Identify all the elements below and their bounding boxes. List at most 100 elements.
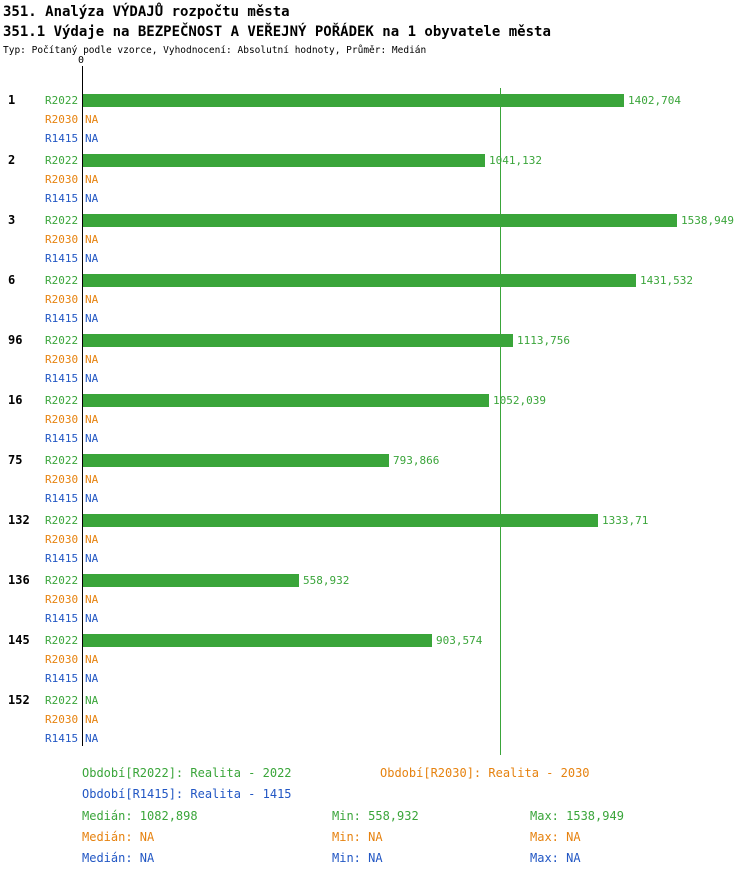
value-na-label: NA [85,672,99,685]
series-label-r1415: R1415 [45,732,79,745]
value-na-label: NA [85,293,99,306]
bar-r2022 [83,574,299,587]
value-na-label: NA [85,653,99,666]
group-label: 136 [8,573,30,587]
series-label-r2030: R2030 [45,353,79,366]
report-title: 351. Analýza VÝDAJŮ rozpočtu města [3,4,290,20]
value-na-label: NA [85,113,99,126]
report-subtitle: 351.1 Výdaje na BEZPEČNOST A VEŘEJNÝ POŘ… [3,24,551,40]
series-label-r2022: R2022 [45,214,79,227]
stat-r2022-min: Min: 558,932 [332,809,419,823]
value-na-label: NA [85,552,99,565]
series-label-r2030: R2030 [45,533,79,546]
series-label-r2022: R2022 [45,514,79,527]
series-label-r2022: R2022 [45,634,79,647]
value-na-label: NA [85,612,99,625]
bar-value-label: 1052,039 [493,394,546,407]
value-na-label: NA [85,233,99,246]
value-na-label: NA [85,432,99,445]
legend-r1415: Období[R1415]: Realita - 1415 [82,787,292,801]
bar-value-label: 1431,532 [640,274,693,287]
value-na-label: NA [85,192,99,205]
series-label-r2030: R2030 [45,713,79,726]
bar-r2022 [83,454,389,467]
value-na-label: NA [85,413,99,426]
series-label-r2022: R2022 [45,454,79,467]
group-label: 132 [8,513,30,527]
series-label-r2022: R2022 [45,694,79,707]
series-label-r2022: R2022 [45,154,79,167]
series-label-r1415: R1415 [45,192,79,205]
group-label: 2 [8,153,16,167]
value-na-label: NA [85,533,99,546]
value-na-label: NA [85,492,99,505]
bar-value-label: 903,574 [436,634,483,647]
bar-r2022 [83,334,513,347]
series-label-r2030: R2030 [45,233,79,246]
y-axis-line [82,66,83,746]
report-meta: Typ: Počítaný podle vzorce, Vyhodnocení:… [3,45,427,56]
legend-r2030: Období[R2030]: Realita - 2030 [380,766,590,780]
value-na-label: NA [85,694,99,707]
bar-value-label: 558,932 [303,574,350,587]
x-axis-zero-label: 0 [77,55,85,66]
group-label: 145 [8,633,30,647]
bar-value-label: 1402,704 [628,94,681,107]
bar-value-label: 1041,132 [489,154,542,167]
series-label-r1415: R1415 [45,312,79,325]
value-na-label: NA [85,593,99,606]
value-na-label: NA [85,132,99,145]
group-label: 3 [8,213,16,227]
series-label-r1415: R1415 [45,612,79,625]
group-label: 152 [8,693,30,707]
group-label: 1 [8,93,16,107]
series-label-r1415: R1415 [45,552,79,565]
median-line [500,88,501,755]
series-label-r1415: R1415 [45,492,79,505]
stat-r1415-min: Min: NA [332,851,383,865]
bar-value-label: 1333,71 [602,514,649,527]
bar-r2022 [83,154,485,167]
series-label-r2022: R2022 [45,574,79,587]
value-na-label: NA [85,713,99,726]
group-label: 96 [8,333,23,347]
stat-r1415-median: Medián: NA [82,851,155,865]
bar-value-label: 1538,949 [681,214,734,227]
group-label: 75 [8,453,23,467]
bar-value-label: 1113,756 [517,334,570,347]
stat-r1415-max: Max: NA [530,851,581,865]
value-na-label: NA [85,473,99,486]
stat-r2030-min: Min: NA [332,830,383,844]
series-label-r2030: R2030 [45,593,79,606]
series-label-r2030: R2030 [45,413,79,426]
bar-r2022 [83,634,432,647]
stat-r2030-median: Medián: NA [82,830,155,844]
series-label-r1415: R1415 [45,372,79,385]
series-label-r2030: R2030 [45,173,79,186]
series-label-r2030: R2030 [45,113,79,126]
value-na-label: NA [85,252,99,265]
value-na-label: NA [85,732,99,745]
stat-r2022-median: Medián: 1082,898 [82,809,198,823]
bar-r2022 [83,214,677,227]
group-label: 16 [8,393,23,407]
series-label-r1415: R1415 [45,432,79,445]
value-na-label: NA [85,372,99,385]
series-label-r1415: R1415 [45,252,79,265]
value-na-label: NA [85,173,99,186]
value-na-label: NA [85,353,99,366]
bar-r2022 [83,514,598,527]
series-label-r2022: R2022 [45,334,79,347]
bar-value-label: 793,866 [393,454,440,467]
series-label-r2030: R2030 [45,293,79,306]
series-label-r2030: R2030 [45,653,79,666]
bar-r2022 [83,274,636,287]
stat-r2030-max: Max: NA [530,830,581,844]
series-label-r2022: R2022 [45,274,79,287]
series-label-r1415: R1415 [45,132,79,145]
value-na-label: NA [85,312,99,325]
series-label-r2022: R2022 [45,394,79,407]
stat-r2022-max: Max: 1538,949 [530,809,624,823]
group-label: 6 [8,273,16,287]
